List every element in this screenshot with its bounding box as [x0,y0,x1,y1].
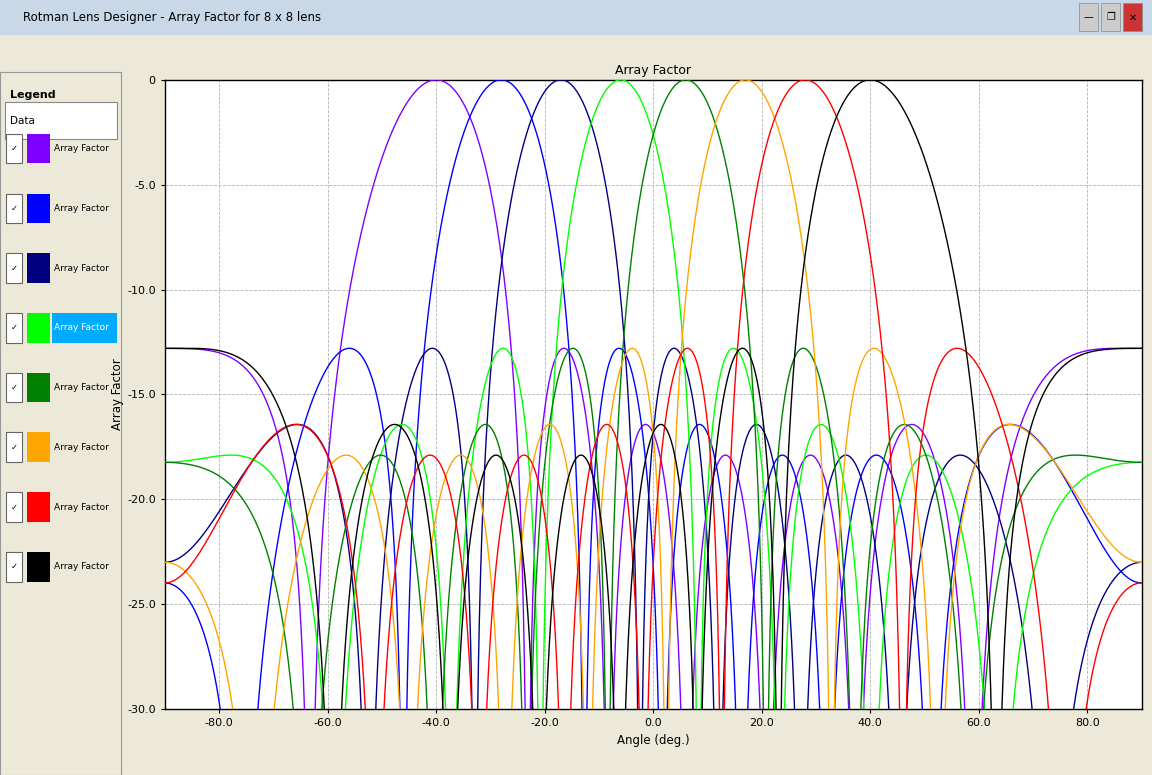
FancyBboxPatch shape [26,432,50,462]
FancyBboxPatch shape [6,492,22,522]
FancyBboxPatch shape [52,313,118,343]
Text: ✓: ✓ [10,323,17,332]
Text: ✓: ✓ [10,204,17,213]
FancyBboxPatch shape [6,194,22,223]
Text: Array Factor: Array Factor [54,204,109,213]
FancyBboxPatch shape [26,194,50,223]
Text: Data: Data [9,115,35,126]
Text: ✓: ✓ [10,264,17,273]
Text: Array Factor: Array Factor [54,383,109,392]
FancyBboxPatch shape [1079,3,1098,32]
FancyBboxPatch shape [1123,3,1142,32]
Text: Array Factor: Array Factor [54,562,109,571]
Text: ✓: ✓ [10,562,17,571]
Title: Array Factor: Array Factor [615,64,691,78]
Text: —: — [1084,12,1093,22]
FancyBboxPatch shape [6,373,22,402]
FancyBboxPatch shape [26,552,50,581]
FancyBboxPatch shape [26,134,50,164]
FancyBboxPatch shape [26,253,50,283]
FancyBboxPatch shape [1101,3,1120,32]
FancyBboxPatch shape [26,373,50,402]
FancyBboxPatch shape [6,134,22,164]
Text: Legend: Legend [9,90,55,100]
Y-axis label: Array Factor: Array Factor [112,359,124,430]
FancyBboxPatch shape [6,313,22,343]
X-axis label: Angle (deg.): Angle (deg.) [616,734,690,746]
Text: ✓: ✓ [10,443,17,452]
Text: Array Factor: Array Factor [54,502,109,512]
FancyBboxPatch shape [6,552,22,581]
Text: Array Factor: Array Factor [54,443,109,452]
Text: Array Factor: Array Factor [54,323,109,332]
FancyBboxPatch shape [26,313,50,343]
Text: ✕: ✕ [1128,12,1137,22]
Text: ❐: ❐ [1106,12,1115,22]
Text: ✓: ✓ [10,502,17,512]
FancyBboxPatch shape [6,253,22,283]
Text: ✓: ✓ [10,144,17,153]
Text: Rotman Lens Designer - Array Factor for 8 x 8 lens: Rotman Lens Designer - Array Factor for … [23,11,321,24]
Text: ✓: ✓ [10,383,17,392]
Text: Array Factor: Array Factor [54,144,109,153]
Text: Array Factor: Array Factor [54,264,109,273]
FancyBboxPatch shape [5,102,118,139]
FancyBboxPatch shape [26,492,50,522]
FancyBboxPatch shape [6,432,22,462]
